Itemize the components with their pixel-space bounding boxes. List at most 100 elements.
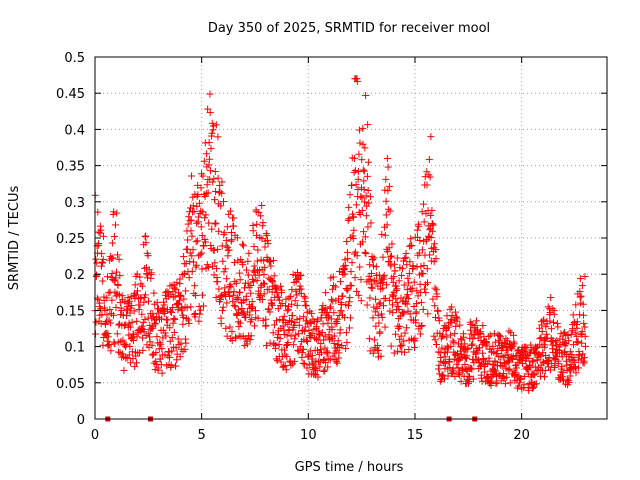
data-point bbox=[308, 352, 316, 360]
data-point bbox=[303, 317, 311, 325]
data-point bbox=[208, 129, 216, 137]
data-point bbox=[268, 277, 276, 285]
data-point bbox=[145, 330, 153, 338]
data-point bbox=[180, 270, 188, 278]
data-point bbox=[97, 226, 105, 234]
data-point bbox=[177, 291, 185, 299]
data-point bbox=[172, 285, 180, 293]
data-point bbox=[314, 373, 322, 381]
data-point bbox=[211, 220, 219, 228]
data-point bbox=[101, 307, 109, 315]
data-point bbox=[318, 349, 326, 357]
data-point bbox=[189, 202, 197, 210]
data-point bbox=[248, 316, 256, 324]
data-point bbox=[296, 286, 304, 294]
data-point bbox=[267, 262, 275, 270]
data-point bbox=[273, 357, 281, 365]
data-point bbox=[142, 239, 150, 247]
x-tick-label: 15 bbox=[407, 428, 424, 443]
data-point bbox=[276, 335, 284, 343]
data-point bbox=[181, 335, 189, 343]
data-point bbox=[153, 298, 161, 306]
data-point bbox=[280, 346, 288, 354]
data-point bbox=[172, 362, 180, 370]
data-point bbox=[291, 297, 299, 305]
data-point bbox=[294, 275, 302, 283]
data-point bbox=[258, 202, 266, 210]
data-point bbox=[198, 265, 206, 273]
data-point bbox=[264, 240, 272, 248]
data-point bbox=[194, 191, 202, 199]
data-point bbox=[192, 291, 200, 299]
data-point bbox=[141, 233, 149, 241]
data-point bbox=[160, 301, 168, 309]
data-point bbox=[290, 357, 298, 365]
data-point bbox=[274, 331, 282, 339]
data-point bbox=[138, 282, 146, 290]
y-tick-label: 0.3 bbox=[64, 196, 85, 211]
data-point bbox=[217, 202, 225, 210]
data-point bbox=[297, 272, 305, 280]
data-point bbox=[254, 314, 262, 322]
data-point bbox=[96, 299, 104, 307]
data-point bbox=[184, 236, 192, 244]
data-point bbox=[194, 213, 202, 221]
data-point bbox=[198, 232, 206, 240]
data-point bbox=[97, 305, 105, 313]
data-point bbox=[302, 302, 310, 310]
data-point bbox=[146, 338, 154, 346]
data-point bbox=[198, 249, 206, 257]
data-point bbox=[170, 328, 178, 336]
data-point bbox=[124, 354, 132, 362]
data-point bbox=[200, 157, 208, 165]
data-point bbox=[254, 246, 262, 254]
y-tick-label: 0.2 bbox=[64, 268, 85, 283]
data-point bbox=[128, 302, 136, 310]
data-point bbox=[108, 255, 116, 263]
data-point bbox=[247, 282, 255, 290]
data-point bbox=[202, 211, 210, 219]
data-point bbox=[217, 320, 225, 328]
data-point bbox=[161, 310, 169, 318]
data-point bbox=[205, 161, 213, 169]
data-point bbox=[195, 199, 203, 207]
data-point bbox=[200, 242, 208, 250]
data-point bbox=[190, 207, 198, 215]
data-point bbox=[248, 304, 256, 312]
data-point bbox=[170, 314, 178, 322]
data-point bbox=[169, 319, 177, 327]
data-point bbox=[103, 311, 111, 319]
data-point bbox=[125, 351, 133, 359]
x-tick-label: 10 bbox=[300, 428, 317, 443]
data-point bbox=[168, 308, 176, 316]
data-point bbox=[209, 178, 217, 186]
data-point bbox=[223, 223, 231, 231]
data-point bbox=[295, 321, 303, 329]
data-point bbox=[255, 287, 263, 295]
data-point bbox=[126, 342, 134, 350]
data-point bbox=[169, 293, 177, 301]
data-point bbox=[193, 237, 201, 245]
data-point bbox=[166, 337, 174, 345]
data-point bbox=[281, 351, 289, 359]
data-point bbox=[105, 316, 113, 324]
data-point bbox=[164, 352, 172, 360]
data-point bbox=[288, 300, 296, 308]
data-point bbox=[261, 322, 269, 330]
data-point bbox=[179, 320, 187, 328]
data-point bbox=[216, 295, 224, 303]
data-point bbox=[101, 330, 109, 338]
data-point bbox=[92, 330, 100, 338]
data-point bbox=[141, 264, 149, 272]
data-point bbox=[156, 355, 164, 363]
data-point bbox=[229, 297, 237, 305]
data-point bbox=[195, 317, 203, 325]
data-point bbox=[133, 333, 141, 341]
data-point bbox=[112, 303, 120, 311]
data-point bbox=[233, 234, 241, 242]
data-point bbox=[221, 265, 229, 273]
data-point bbox=[302, 336, 310, 344]
data-point bbox=[266, 308, 274, 316]
data-point bbox=[282, 341, 290, 349]
data-point bbox=[149, 310, 157, 318]
